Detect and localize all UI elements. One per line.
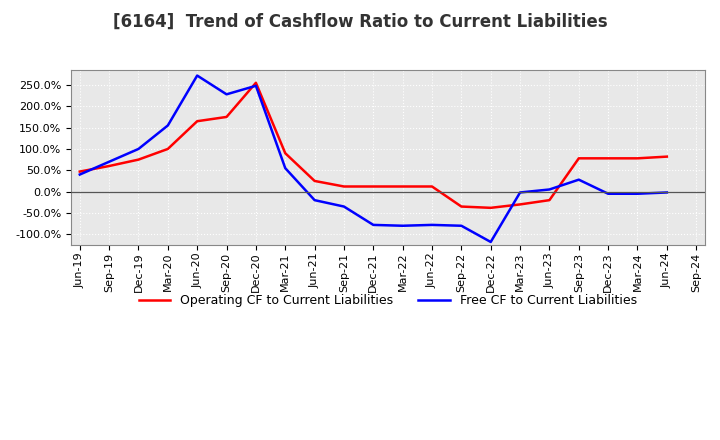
Free CF to Current Liabilities <box>662 190 671 195</box>
Free CF to Current Liabilities <box>633 191 642 196</box>
Operating CF to Current Liabilities <box>516 202 524 207</box>
Free CF to Current Liabilities <box>222 92 231 97</box>
Free CF to Current Liabilities <box>604 191 613 196</box>
Operating CF to Current Liabilities <box>604 156 613 161</box>
Free CF to Current Liabilities <box>105 159 114 165</box>
Operating CF to Current Liabilities <box>428 184 436 189</box>
Operating CF to Current Liabilities <box>281 150 289 156</box>
Operating CF to Current Liabilities <box>633 156 642 161</box>
Operating CF to Current Liabilities <box>457 204 466 209</box>
Free CF to Current Liabilities <box>516 190 524 195</box>
Free CF to Current Liabilities <box>310 198 319 203</box>
Line: Free CF to Current Liabilities: Free CF to Current Liabilities <box>80 76 667 242</box>
Free CF to Current Liabilities <box>163 123 172 128</box>
Free CF to Current Liabilities <box>369 222 377 227</box>
Operating CF to Current Liabilities <box>251 80 260 85</box>
Operating CF to Current Liabilities <box>575 156 583 161</box>
Free CF to Current Liabilities <box>340 204 348 209</box>
Operating CF to Current Liabilities <box>222 114 231 120</box>
Operating CF to Current Liabilities <box>163 147 172 152</box>
Free CF to Current Liabilities <box>398 223 407 228</box>
Operating CF to Current Liabilities <box>193 118 202 124</box>
Free CF to Current Liabilities <box>134 147 143 152</box>
Free CF to Current Liabilities <box>428 222 436 227</box>
Operating CF to Current Liabilities <box>369 184 377 189</box>
Operating CF to Current Liabilities <box>340 184 348 189</box>
Free CF to Current Liabilities <box>575 177 583 182</box>
Free CF to Current Liabilities <box>487 239 495 245</box>
Operating CF to Current Liabilities <box>105 163 114 169</box>
Free CF to Current Liabilities <box>193 73 202 78</box>
Free CF to Current Liabilities <box>251 83 260 88</box>
Free CF to Current Liabilities <box>457 223 466 228</box>
Operating CF to Current Liabilities <box>545 198 554 203</box>
Operating CF to Current Liabilities <box>662 154 671 159</box>
Operating CF to Current Liabilities <box>76 169 84 174</box>
Line: Operating CF to Current Liabilities: Operating CF to Current Liabilities <box>80 83 667 208</box>
Operating CF to Current Liabilities <box>134 157 143 162</box>
Free CF to Current Liabilities <box>545 187 554 192</box>
Operating CF to Current Liabilities <box>398 184 407 189</box>
Legend: Operating CF to Current Liabilities, Free CF to Current Liabilities: Operating CF to Current Liabilities, Fre… <box>134 289 642 312</box>
Free CF to Current Liabilities <box>281 165 289 171</box>
Free CF to Current Liabilities <box>76 172 84 177</box>
Text: [6164]  Trend of Cashflow Ratio to Current Liabilities: [6164] Trend of Cashflow Ratio to Curren… <box>113 13 607 31</box>
Operating CF to Current Liabilities <box>487 205 495 210</box>
Operating CF to Current Liabilities <box>310 178 319 183</box>
